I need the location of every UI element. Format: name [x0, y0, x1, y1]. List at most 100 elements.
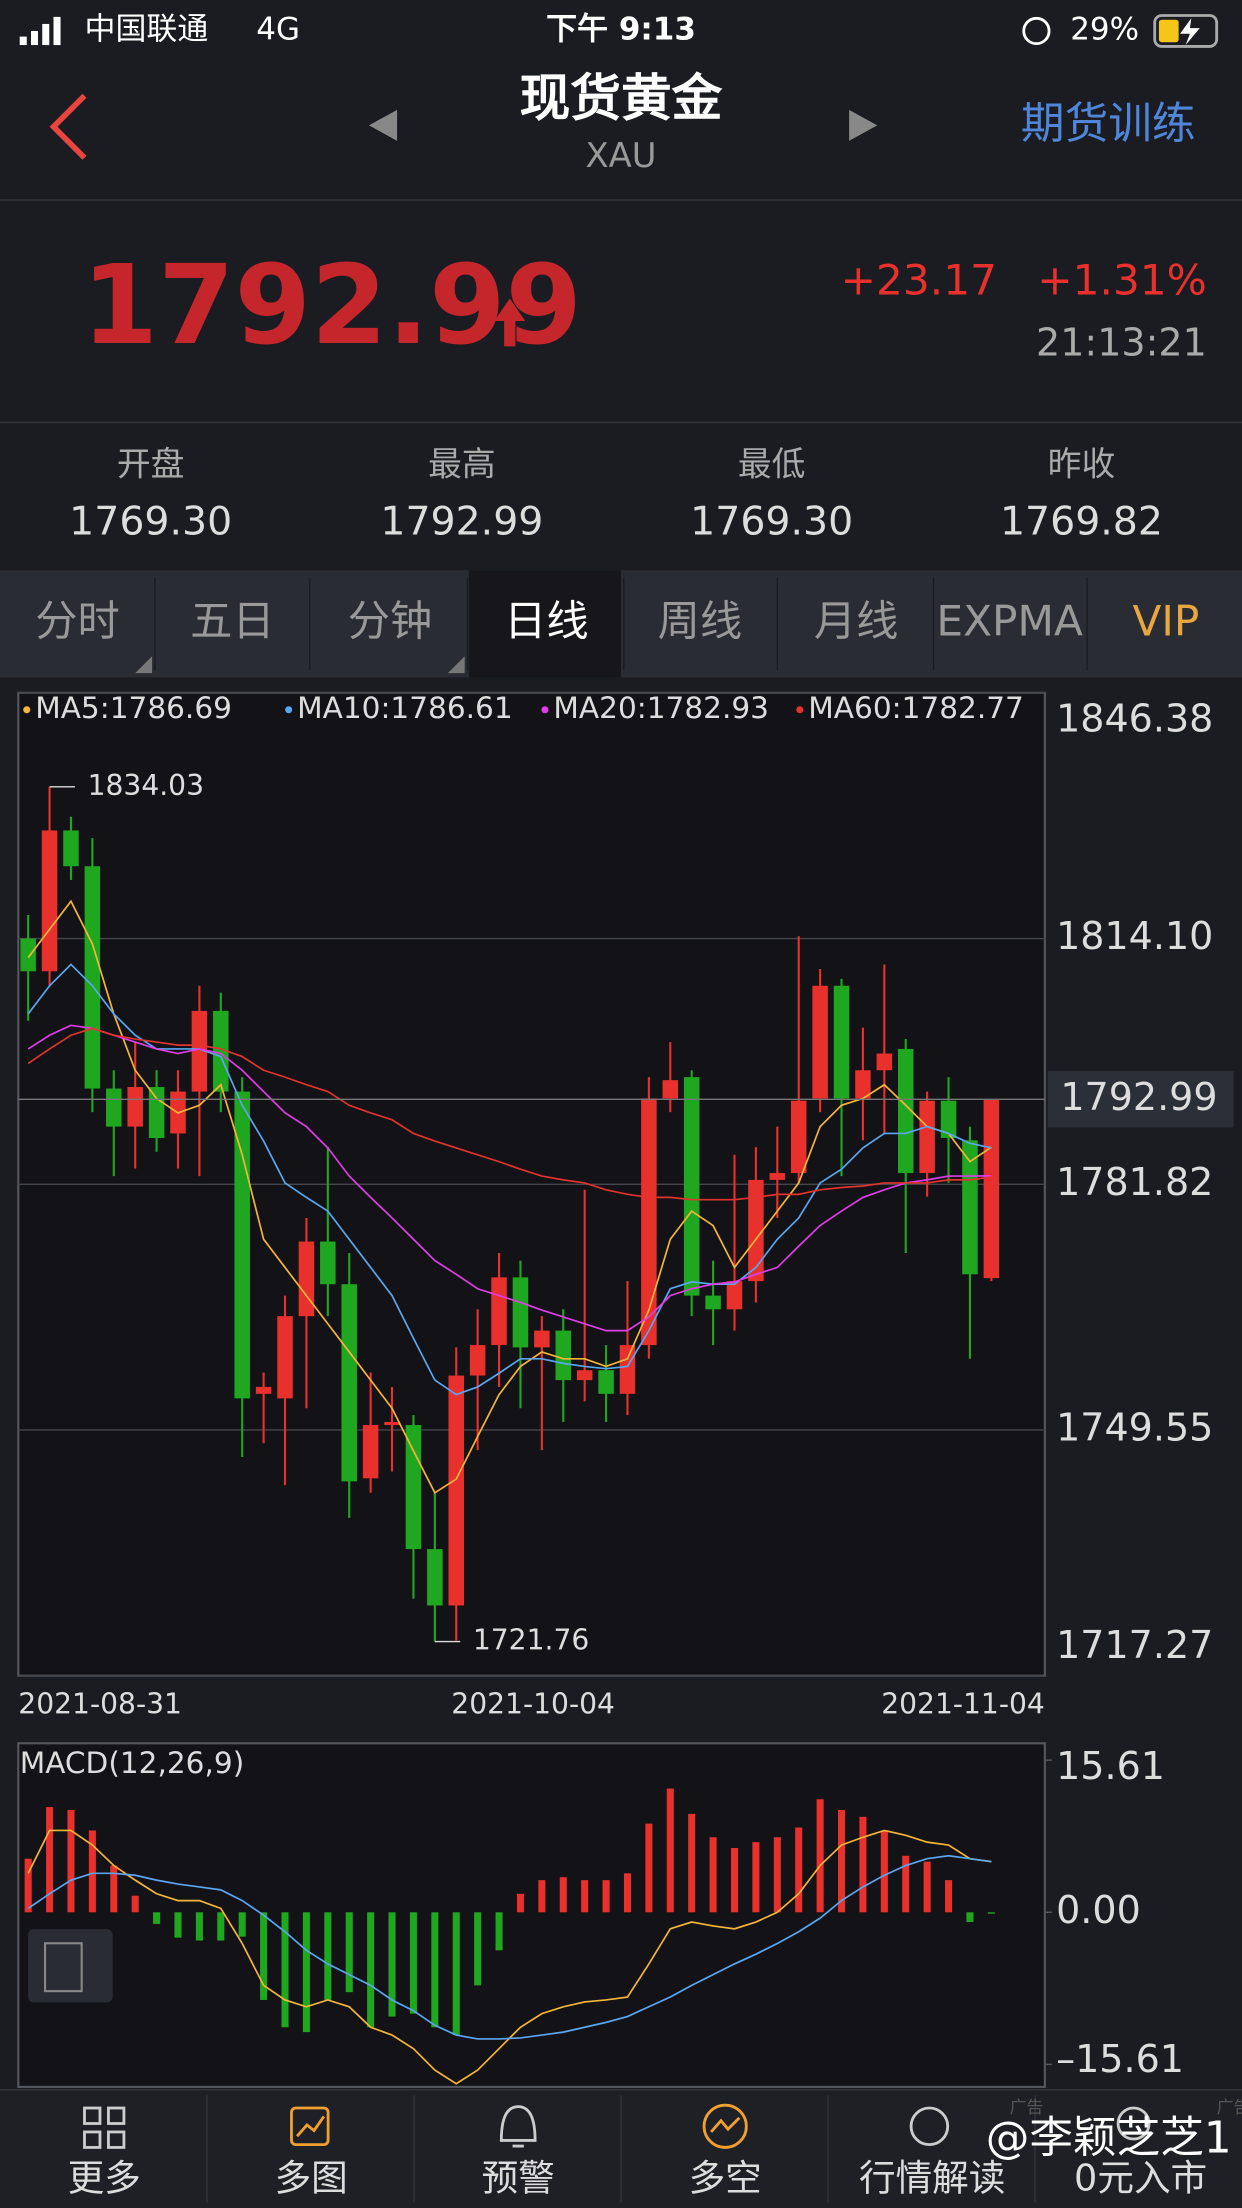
- tab-corner: [447, 656, 465, 674]
- macd-title: MACD(12,26,9): [20, 1746, 245, 1780]
- macd-bar: [945, 1880, 953, 1913]
- macd-bar: [409, 1912, 417, 2014]
- nav-item[interactable]: 多空: [689, 2156, 762, 2199]
- macd-bar: [773, 1837, 781, 1913]
- candle-body: [427, 1549, 443, 1606]
- network: 4G: [256, 11, 300, 47]
- tab[interactable]: 分钟: [348, 596, 432, 645]
- candle-body: [148, 1087, 165, 1139]
- y-tick-label: 1814.10: [1056, 914, 1213, 958]
- macd-bar: [345, 1912, 353, 1993]
- nav-item[interactable]: 0元入市: [1074, 2156, 1207, 2199]
- x-tick-label: 2021-10-04: [451, 1687, 615, 1720]
- tab[interactable]: EXPMA: [936, 596, 1083, 645]
- macd-bar: [730, 1847, 739, 1913]
- chart-toggle-button[interactable]: [28, 1929, 113, 2003]
- macd-bar: [431, 1912, 439, 2028]
- macd-bar: [795, 1827, 803, 1913]
- back-button[interactable]: [49, 93, 87, 160]
- macd-bar: [302, 1912, 310, 2033]
- high-label: 1834.03: [88, 769, 204, 802]
- candle-body: [790, 1100, 807, 1174]
- candle-body: [512, 1277, 529, 1348]
- candle-body: [855, 1070, 871, 1099]
- signal-icon: [19, 16, 61, 46]
- legend-dot: [796, 706, 804, 714]
- macd-bar: [260, 1912, 268, 2000]
- macd-bar: [281, 1912, 289, 2028]
- tab[interactable]: 五日: [190, 596, 274, 645]
- macd-bar: [217, 1912, 225, 1941]
- candle-body: [277, 1316, 293, 1399]
- prev-arrow[interactable]: [368, 109, 398, 141]
- candle-body: [662, 1080, 679, 1099]
- macd-bar: [516, 1893, 524, 1913]
- current-price-box: [1047, 1071, 1234, 1128]
- candle-body: [405, 1425, 422, 1550]
- macd-bar: [666, 1788, 674, 1913]
- candle-body: [469, 1345, 486, 1376]
- candle-body: [341, 1284, 357, 1482]
- futures-training[interactable]: 期货训练: [1021, 99, 1196, 150]
- legend-entry: MA10:1786.61: [297, 691, 513, 725]
- macd-bar: [923, 1861, 931, 1913]
- candle-body: [983, 1099, 1000, 1279]
- ma-line: [27, 899, 992, 1494]
- candle-body: [63, 830, 79, 867]
- macd-bar: [474, 1912, 482, 1986]
- nav-item[interactable]: 行情解读: [859, 2156, 1005, 2199]
- candle-body: [41, 830, 58, 972]
- macd-frame: [17, 1742, 1046, 2088]
- nav-item[interactable]: 多图: [275, 2156, 348, 2199]
- legend-dot: [23, 706, 31, 714]
- candle-body: [298, 1241, 315, 1317]
- tab[interactable]: VIP: [1133, 596, 1200, 645]
- macd-bar: [752, 1842, 760, 1913]
- legend-dot: [285, 706, 293, 714]
- legend-entry: MA60:1782.77: [808, 691, 1024, 725]
- y-tick-label: –15.61: [1056, 2037, 1184, 2081]
- macd-bar: [131, 1895, 139, 1913]
- macd-bar: [837, 1809, 846, 1913]
- macd-bar: [709, 1837, 717, 1913]
- candle-body: [448, 1375, 464, 1606]
- candle-body: [191, 1010, 208, 1092]
- stat-label: 最低: [738, 445, 806, 484]
- stat-value: 1792.99: [380, 498, 543, 544]
- candle-body: [534, 1330, 550, 1348]
- stats: 开盘 1769.30 最高 1792.99 最低 1769.30 昨收 1769.82: [69, 445, 1163, 545]
- candle-body: [897, 1048, 914, 1174]
- macd-bar: [559, 1877, 567, 1913]
- candle-body: [362, 1425, 379, 1479]
- candle-body: [84, 866, 101, 1089]
- y-tick-label: 1846.38: [1056, 696, 1213, 740]
- stat-label: 昨收: [1048, 445, 1116, 484]
- tab[interactable]: 月线: [814, 596, 898, 645]
- candle-body: [598, 1370, 614, 1394]
- macd-bar: [645, 1823, 653, 1913]
- stat-value: 1769.30: [69, 498, 232, 544]
- stat-label: 开盘: [117, 445, 185, 484]
- nav-item[interactable]: 更多: [68, 2156, 141, 2199]
- nav-items: 更多 多图 预警 多空 行情解读 0元入市: [68, 2095, 1207, 2203]
- price: 1792.99: [82, 241, 582, 369]
- nav-item[interactable]: 预警: [482, 2156, 555, 2199]
- ad-tag: 广告: [1010, 2097, 1044, 2117]
- macd-bar: [67, 1809, 75, 1913]
- tabs: 分时 五日 分钟 日线 周线 月线 EXPMA VIP: [35, 577, 1200, 674]
- change-pct: +1.31%: [1037, 256, 1207, 305]
- candle-body: [812, 985, 828, 1099]
- toggle-icon: [44, 1942, 83, 1993]
- y-tick-label: 0.00: [1056, 1888, 1141, 1932]
- tab[interactable]: 周线: [658, 596, 742, 645]
- macd-bar: [966, 1912, 974, 1923]
- tab[interactable]: 日线: [504, 596, 588, 645]
- macd-bar: [46, 1807, 54, 1913]
- tab[interactable]: 分时: [35, 596, 119, 645]
- macd-bar: [495, 1912, 503, 1951]
- ma-line: [27, 1027, 992, 1201]
- macd-bar: [816, 1799, 824, 1913]
- candle-body: [769, 1173, 786, 1180]
- next-arrow[interactable]: [849, 109, 878, 141]
